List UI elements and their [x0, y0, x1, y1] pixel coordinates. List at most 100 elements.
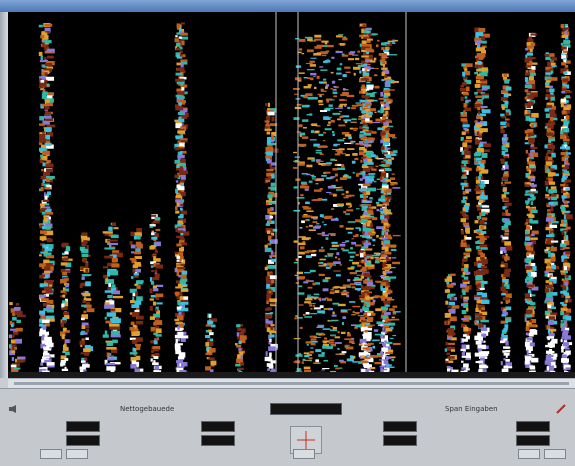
spectral-energy-cell: [266, 202, 268, 205]
spectral-energy-cell: [563, 291, 565, 294]
spectral-energy-cell: [344, 143, 351, 144]
bottom-button-5[interactable]: [544, 449, 566, 459]
spectral-energy-cell: [531, 294, 535, 296]
spectral-energy-cell: [205, 342, 209, 346]
spectral-energy-cell: [361, 78, 369, 80]
field-midleft-2-input[interactable]: [201, 435, 235, 446]
spectral-energy-cell: [481, 293, 487, 298]
spectral-energy-cell: [506, 246, 513, 251]
field-right-2-input[interactable]: [516, 435, 550, 446]
spectral-energy-cell: [544, 271, 548, 274]
spectral-energy-cell: [566, 146, 570, 150]
spectral-energy-cell: [446, 353, 450, 355]
spectral-energy-cell: [393, 343, 401, 345]
spectral-energy-cell: [84, 274, 92, 276]
scrollbar-thumb[interactable]: [14, 382, 569, 385]
spectral-energy-cell: [346, 176, 351, 178]
spectral-energy-cell: [561, 346, 565, 349]
spectral-energy-cell: [176, 244, 181, 247]
bottom-button-center[interactable]: [293, 449, 315, 459]
spectral-energy-cell: [180, 204, 183, 206]
field-midleft-1-input[interactable]: [201, 421, 235, 432]
spectral-energy-cell: [82, 254, 89, 257]
spectral-energy-cell: [346, 209, 353, 211]
spectral-energy-cell: [235, 343, 238, 345]
spectral-energy-cell: [549, 189, 557, 193]
spectrogram-canvas[interactable]: [8, 12, 575, 378]
spectral-energy-cell: [563, 167, 568, 170]
spectral-energy-cell: [361, 260, 364, 262]
spectral-energy-cell: [369, 197, 372, 199]
spectral-energy-cell: [561, 43, 563, 46]
pencil-icon[interactable]: [556, 399, 566, 409]
spectrogram-view[interactable]: [8, 12, 575, 378]
spectral-energy-cell: [462, 339, 468, 342]
spectral-energy-cell: [362, 334, 367, 336]
spectral-energy-cell: [527, 53, 533, 56]
spectral-energy-cell: [367, 39, 373, 41]
speaker-icon[interactable]: [8, 399, 18, 409]
field-midright-1-input[interactable]: [383, 421, 417, 432]
field-left-1-input[interactable]: [66, 421, 100, 432]
spectral-energy-cell: [337, 139, 344, 141]
spectral-energy-cell: [351, 141, 356, 142]
spectral-energy-cell: [320, 214, 324, 217]
spectral-energy-cell: [320, 110, 327, 112]
bottom-button-2[interactable]: [66, 449, 88, 459]
spectral-energy-cell: [132, 269, 135, 273]
spectral-energy-cell: [462, 352, 465, 355]
spectral-energy-cell: [65, 339, 70, 343]
spectral-energy-cell: [332, 303, 339, 305]
spectral-energy-cell: [476, 69, 485, 72]
spectral-energy-cell: [339, 244, 345, 247]
spectral-energy-cell: [340, 264, 342, 265]
spectral-energy-cell: [340, 353, 345, 355]
spectral-energy-cell: [355, 244, 362, 246]
spectral-energy-cell: [529, 130, 533, 133]
spectral-energy-cell: [354, 282, 361, 284]
spectral-energy-cell: [315, 349, 321, 352]
spectral-energy-cell: [462, 310, 466, 314]
spectral-energy-cell: [44, 266, 50, 271]
spectral-energy-cell: [130, 300, 135, 303]
spectral-energy-cell: [151, 270, 154, 272]
spectral-energy-cell: [445, 361, 448, 363]
spectral-energy-cell: [506, 87, 512, 91]
spectral-energy-cell: [12, 357, 14, 361]
spectral-energy-cell: [137, 316, 144, 320]
spectral-energy-cell: [379, 169, 384, 171]
spectral-energy-cell: [545, 274, 548, 277]
bottom-button-4[interactable]: [518, 449, 540, 459]
spectral-energy-cell: [527, 337, 533, 340]
spectral-energy-cell: [131, 251, 134, 253]
spectral-energy-cell: [481, 153, 487, 158]
field-midright-2-input[interactable]: [383, 435, 417, 446]
field-midright-1: [345, 421, 417, 431]
spectral-energy-cell: [308, 287, 313, 289]
field-right-1-input[interactable]: [516, 421, 550, 432]
spectral-energy-cell: [314, 297, 316, 300]
spectral-energy-cell: [347, 148, 354, 150]
field-left-2-input[interactable]: [66, 435, 100, 446]
spectral-energy-cell: [299, 276, 305, 279]
spectral-energy-cell: [363, 122, 366, 125]
spectral-energy-cell: [462, 291, 465, 295]
spectral-energy-cell: [500, 251, 503, 254]
spectral-energy-cell: [307, 344, 309, 346]
spectral-energy-cell: [318, 100, 323, 103]
spectral-energy-cell: [322, 368, 329, 369]
spectral-energy-cell: [343, 291, 347, 293]
spectral-energy-cell: [479, 135, 482, 138]
spectral-energy-cell: [312, 283, 315, 286]
spectral-energy-cell: [338, 331, 340, 333]
spectral-energy-cell: [39, 139, 46, 143]
bottom-button-1[interactable]: [40, 449, 62, 459]
spectral-energy-cell: [502, 90, 508, 93]
spectral-energy-cell: [356, 102, 362, 103]
spectral-energy-cell: [271, 174, 275, 178]
spectral-energy-cell: [378, 198, 384, 199]
spectral-energy-cell: [382, 315, 388, 316]
spectral-energy-cell: [525, 54, 527, 58]
spectral-energy-cell: [341, 293, 347, 295]
spectral-energy-cell: [347, 292, 350, 294]
